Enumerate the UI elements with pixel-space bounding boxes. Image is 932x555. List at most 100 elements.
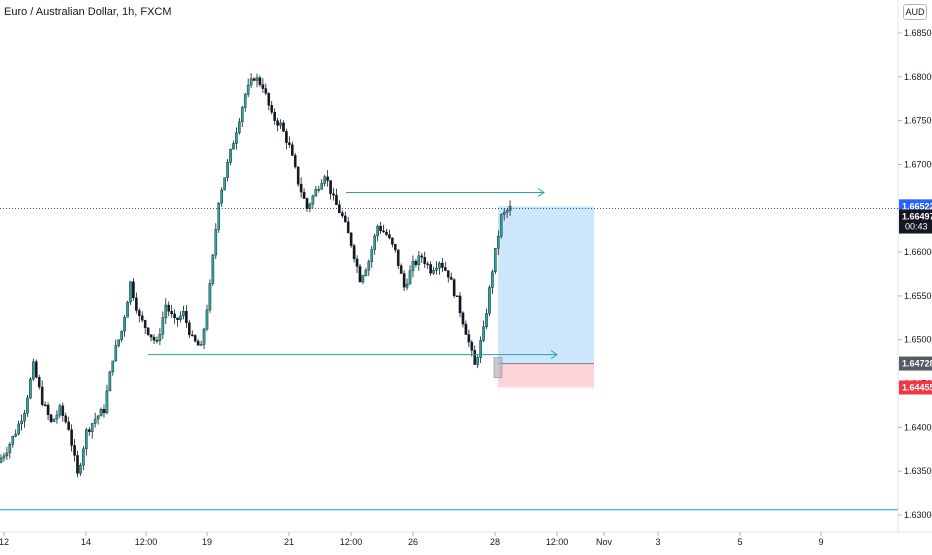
candle-body <box>238 121 241 133</box>
candle-body <box>167 304 171 312</box>
price-tick-label: 1.67000 <box>904 159 932 169</box>
candle-body <box>461 312 465 325</box>
candle-body <box>279 122 282 126</box>
profit-zone[interactable] <box>498 206 594 364</box>
time-tick-label: 21 <box>284 537 294 547</box>
currency-button[interactable]: AUD <box>903 4 927 20</box>
candle-body <box>126 301 129 318</box>
entry-marker[interactable] <box>493 357 503 378</box>
drawing-lines <box>0 188 898 511</box>
candle-body <box>20 420 23 425</box>
candle-body <box>49 414 53 422</box>
candle-body <box>123 317 126 332</box>
price-tick-label: 1.64000 <box>904 422 932 432</box>
candle-body <box>352 245 356 260</box>
candle-body <box>382 230 385 233</box>
candle-body <box>405 283 409 288</box>
badge-stop <box>899 380 932 395</box>
candle-body <box>476 357 479 365</box>
candle-body <box>320 183 324 190</box>
candle-body <box>43 404 47 406</box>
candle-body <box>11 436 15 445</box>
time-tick-label: 14 <box>81 537 91 547</box>
candle-body <box>505 210 509 213</box>
time-tick-label: Nov <box>596 537 613 547</box>
candle-body <box>291 144 294 156</box>
candle-body <box>232 143 235 150</box>
candle-body <box>111 360 115 373</box>
candle-body <box>164 304 168 319</box>
time-tick-label: 12:00 <box>546 537 569 547</box>
price-tick-label: 1.67500 <box>904 116 932 126</box>
candle-body <box>23 412 26 422</box>
candle-body <box>423 257 427 264</box>
candle-body <box>273 112 276 121</box>
price-axis: 1.685001.680001.675001.670001.665001.660… <box>898 28 932 520</box>
candle-body <box>185 311 188 323</box>
candle-body <box>199 344 203 346</box>
time-tick-label: 12:00 <box>135 537 158 547</box>
candle-body <box>249 78 253 86</box>
candle-body <box>26 397 29 414</box>
candle-body <box>317 189 321 191</box>
candle-body <box>64 415 68 423</box>
candle-body <box>102 409 106 414</box>
candles <box>0 73 512 478</box>
candle-body <box>276 120 279 126</box>
time-tick-label: 12 <box>0 537 9 547</box>
candle-body <box>346 221 350 234</box>
candle-body <box>155 340 159 342</box>
candle-body <box>117 339 121 346</box>
candle-body <box>361 275 365 283</box>
candle-body <box>14 433 18 437</box>
candle-body <box>135 297 138 311</box>
candle-body <box>293 155 297 168</box>
candle-body <box>402 273 406 288</box>
candle-body <box>485 313 488 328</box>
time-axis: 12 14 12:00 19 21 12:00 26 28 12:00 Nov 3 5 9 <box>0 532 824 547</box>
badge-entry-label: 1.64728 <box>902 359 932 369</box>
candle-body <box>76 455 79 474</box>
candle-body <box>393 244 397 251</box>
candle-body <box>179 315 182 321</box>
candle-body <box>329 180 332 194</box>
candle-body <box>240 107 244 123</box>
candle-body <box>17 423 20 435</box>
candle-body <box>491 271 494 288</box>
candle-body <box>173 313 176 319</box>
candle-body <box>82 448 85 466</box>
price-tick-label: 1.68000 <box>904 72 932 82</box>
candle-body <box>52 418 56 422</box>
time-tick-label: 26 <box>408 537 418 547</box>
candle-body <box>438 262 441 269</box>
candle-body <box>205 309 209 330</box>
candle-body <box>196 340 200 346</box>
badge-entry <box>899 356 932 371</box>
candle-body <box>432 270 435 274</box>
candle-body <box>190 334 194 337</box>
candle-body <box>158 334 162 341</box>
candle-body <box>32 361 35 380</box>
candle-body <box>379 225 382 232</box>
candle-body <box>435 267 438 271</box>
candle-body <box>282 122 285 132</box>
candle-body <box>299 184 303 193</box>
symbol-title[interactable]: Euro / Australian Dollar, 1h, FXCM <box>4 6 172 18</box>
candle-body <box>70 429 73 446</box>
candle-body <box>391 237 394 245</box>
candle-body <box>93 418 97 424</box>
loss-zone[interactable] <box>498 363 594 388</box>
candle-body <box>408 270 412 285</box>
candle-body <box>473 350 477 365</box>
time-tick-label: 19 <box>202 537 212 547</box>
candle-body <box>479 340 482 358</box>
candle-body <box>211 254 215 284</box>
candle-body <box>264 88 268 94</box>
candle-body <box>202 328 206 345</box>
candle-body <box>129 281 132 303</box>
candle-body <box>61 405 65 416</box>
candle-body <box>188 322 191 336</box>
